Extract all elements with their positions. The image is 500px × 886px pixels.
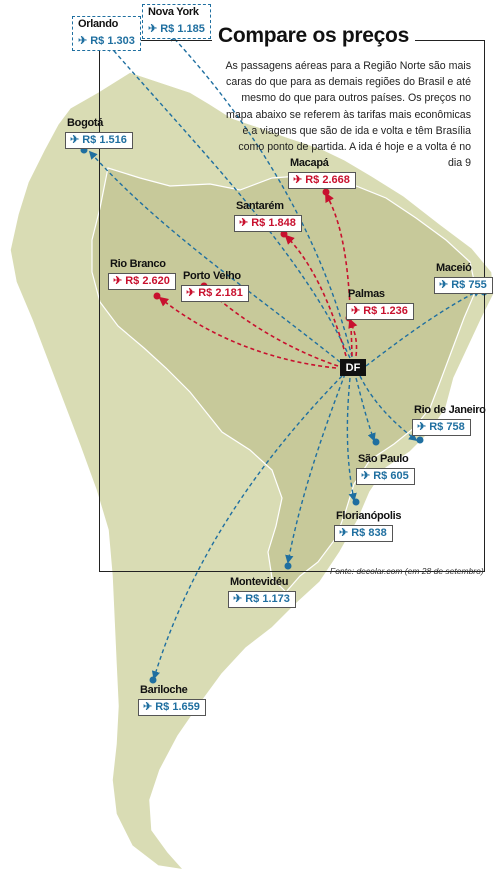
airplane-icon: ✈: [361, 470, 371, 482]
price-value: R$ 1.185: [160, 23, 205, 35]
city-dot-montevideu: [284, 562, 292, 570]
price-box: ✈ R$ 1.185: [146, 23, 207, 36]
route-palmas: [348, 318, 358, 357]
price-value: R$ 605: [373, 470, 409, 482]
airplane-icon: ✈: [70, 134, 80, 146]
airplane-icon: ✈: [233, 593, 243, 605]
price-box: ✈ R$ 1.516: [65, 132, 133, 149]
city-name: Maceió: [436, 262, 472, 274]
price-box: ✈ R$ 755: [434, 277, 493, 294]
city-dot-rio: [416, 436, 424, 444]
route-orlando: [106, 42, 351, 359]
city-name: Porto Velho: [183, 270, 241, 282]
city-dot-florianopolis: [352, 498, 360, 506]
airplane-icon: ✈: [439, 279, 449, 291]
label-sao-paulo: São Paulo ✈ R$ 605: [356, 453, 415, 485]
label-bariloche: Bariloche ✈ R$ 1.659: [138, 684, 206, 716]
route-montevideu: [285, 373, 346, 564]
route-porto-velho: [204, 286, 339, 367]
price-box: ✈ R$ 838: [334, 525, 393, 542]
label-palmas: Palmas ✈ R$ 1.236: [346, 288, 414, 320]
route-bariloche: [151, 375, 343, 680]
source-note: Fonte: decolar.com (em 28 de setembro): [330, 566, 484, 576]
price-value: R$ 1.659: [155, 701, 200, 713]
city-dot-bariloche: [149, 676, 157, 684]
city-dot-macapa: [322, 188, 330, 196]
city-name: Palmas: [348, 288, 385, 300]
page-title: Compare os preços: [218, 24, 409, 47]
route-macapa: [325, 192, 353, 357]
label-florianopolis: Florianópolis ✈ R$ 838: [334, 510, 401, 542]
route-bogota: [88, 150, 341, 363]
airplane-icon: ✈: [113, 275, 123, 287]
origin-df-badge: DF: [340, 359, 366, 376]
city-dot-rio-branco: [153, 292, 161, 300]
label-orlando: Orlando ✈ R$ 1.303: [72, 16, 141, 51]
airplane-icon: ✈: [143, 701, 153, 713]
price-value: R$ 758: [429, 421, 465, 433]
price-value: R$ 2.620: [125, 275, 170, 287]
label-maceio: Maceió ✈ R$ 755: [434, 262, 493, 294]
route-maceio: [365, 289, 482, 367]
price-box: ✈ R$ 605: [356, 468, 415, 485]
price-box: ✈ R$ 2.620: [108, 273, 176, 290]
label-bogota: Bogotá ✈ R$ 1.516: [65, 117, 133, 149]
price-value: R$ 1.236: [363, 305, 408, 317]
airplane-icon: ✈: [239, 217, 249, 229]
city-name: São Paulo: [358, 453, 409, 465]
price-box: ✈ R$ 1.303: [76, 35, 137, 48]
airplane-icon: ✈: [417, 421, 427, 433]
city-name: Macapá: [290, 157, 329, 169]
price-box: ✈ R$ 1.659: [138, 699, 206, 716]
price-value: R$ 755: [451, 279, 487, 291]
route-rio: [359, 375, 418, 442]
airplane-icon: ✈: [293, 174, 303, 186]
airplane-icon: ✈: [148, 23, 158, 35]
label-macapa: Macapá ✈ R$ 2.668: [288, 157, 356, 189]
airplane-icon: ✈: [351, 305, 361, 317]
price-box: ✈ R$ 1.848: [234, 215, 302, 232]
city-name: Montevidéu: [230, 576, 289, 588]
label-porto-velho: Porto Velho ✈ R$ 2.181: [181, 270, 249, 302]
label-montevideu: Montevidéu ✈ R$ 1.173: [228, 576, 296, 608]
label-santarem: Santarém ✈ R$ 1.848: [234, 200, 302, 232]
price-box: ✈ R$ 1.173: [228, 591, 296, 608]
city-name: Santarém: [236, 200, 284, 212]
price-value: R$ 1.848: [251, 217, 296, 229]
route-sao-paulo: [355, 377, 376, 442]
label-rio-branco: Rio Branco ✈ R$ 2.620: [108, 258, 176, 290]
route-florianopolis: [346, 377, 357, 502]
title-box: Compare os preços: [212, 24, 415, 48]
price-box: ✈ R$ 758: [412, 419, 471, 436]
price-value: R$ 1.303: [90, 35, 135, 47]
price-box: ✈ R$ 1.236: [346, 303, 414, 320]
airplane-icon: ✈: [339, 527, 349, 539]
city-name: Florianópolis: [336, 510, 402, 522]
price-value: R$ 1.173: [245, 593, 290, 605]
city-name: Bariloche: [140, 684, 188, 696]
city-dot-santarem: [280, 230, 288, 238]
price-box: ✈ R$ 2.181: [181, 285, 249, 302]
price-value: R$ 1.516: [82, 134, 127, 146]
airplane-icon: ✈: [78, 35, 88, 47]
price-value: R$ 2.668: [305, 174, 350, 186]
city-dot-sao-paulo: [372, 438, 380, 446]
label-rio-de-janeiro: Rio de Janeiro ✈ R$ 758: [412, 404, 486, 436]
city-name: Rio Branco: [110, 258, 166, 270]
label-nova-york: Nova York ✈ R$ 1.185: [142, 4, 211, 39]
route-rio-branco: [158, 296, 337, 369]
city-name: Bogotá: [67, 117, 104, 129]
airplane-icon: ✈: [186, 287, 196, 299]
city-name: Nova York: [148, 6, 199, 18]
city-name: Rio de Janeiro: [414, 404, 486, 416]
price-value: R$ 838: [351, 527, 387, 539]
price-value: R$ 2.181: [198, 287, 243, 299]
intro-text: As passagens aéreas para a Região Norte …: [225, 60, 471, 170]
city-name: Orlando: [78, 18, 119, 30]
route-nova-york: [168, 32, 353, 358]
price-box: ✈ R$ 2.668: [288, 172, 356, 189]
